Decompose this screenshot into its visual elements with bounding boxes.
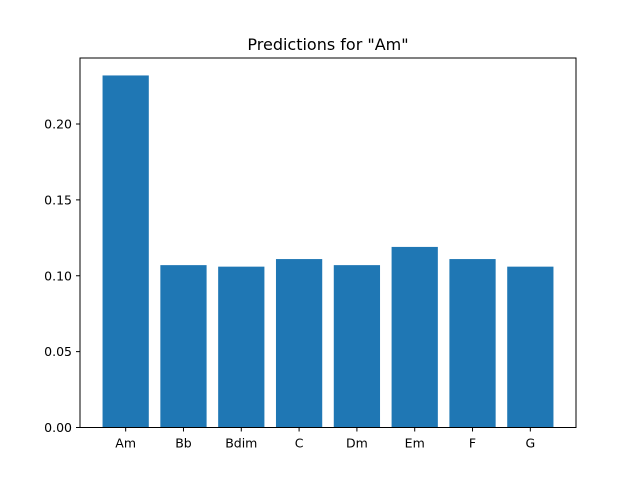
x-tick-label: Em	[405, 436, 425, 451]
bar-bdim	[218, 266, 265, 428]
x-axis: Am Bb Bdim C Dm Em F G	[115, 427, 535, 451]
bar-dm	[333, 265, 381, 428]
y-tick-label: 0.10	[44, 268, 72, 283]
x-tick-label: Bb	[175, 436, 192, 451]
bar-em	[391, 246, 438, 428]
x-tick-label: Am	[115, 436, 136, 451]
x-tick-label: C	[295, 436, 304, 451]
y-tick-label: 0.15	[44, 192, 72, 207]
y-axis: 0.00 0.05 0.10 0.15 0.20	[44, 117, 80, 435]
x-tick-label: Dm	[346, 436, 368, 451]
y-tick-label: 0.05	[44, 344, 72, 359]
y-tick-label: 0.20	[44, 117, 72, 132]
bar-f	[449, 259, 496, 428]
bar-g	[507, 266, 554, 428]
bar-am	[102, 75, 149, 428]
plot-frame	[79, 57, 577, 428]
chart-title: Predictions for "Am"	[247, 35, 408, 54]
x-tick-label: F	[469, 436, 476, 451]
x-tick-label: Bdim	[225, 436, 257, 451]
y-tick-label: 0.00	[44, 420, 72, 435]
bars-group	[102, 75, 554, 428]
x-tick-label: G	[525, 436, 535, 451]
bar-bb	[160, 265, 207, 428]
bar-c	[275, 259, 323, 428]
